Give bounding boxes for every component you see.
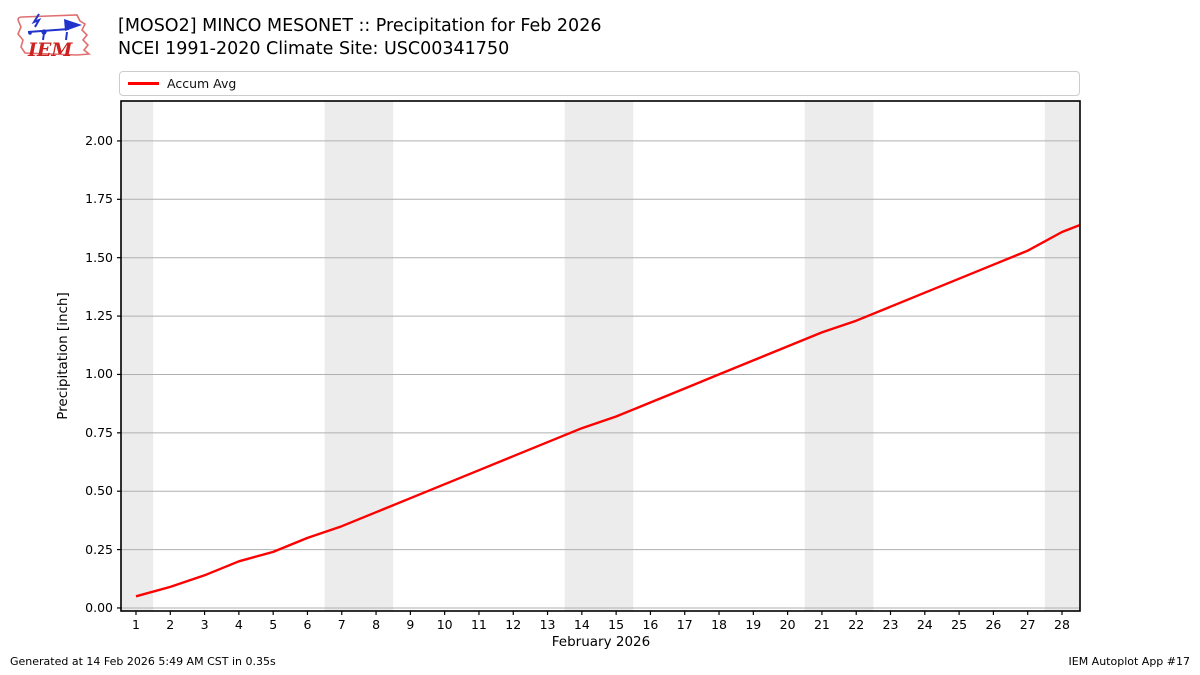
x-tick-label: 26 bbox=[985, 617, 1002, 632]
footer-app-text: IEM Autoplot App #17 bbox=[1068, 655, 1191, 668]
x-tick-label: 17 bbox=[676, 617, 693, 632]
weekend-band bbox=[564, 101, 634, 611]
y-tick-label: 1.00 bbox=[85, 366, 113, 382]
title-block: [MOSO2] MINCO MESONET :: Precipitation f… bbox=[118, 15, 601, 61]
x-tick-label: 15 bbox=[608, 617, 625, 632]
logo-text: IEM bbox=[27, 39, 73, 61]
x-tick-label: 20 bbox=[779, 617, 796, 632]
y-tick-label: 0.75 bbox=[85, 424, 113, 440]
accum-avg-line bbox=[135, 223, 1080, 598]
x-tick-label: 19 bbox=[745, 617, 762, 632]
y-tick-label: 0.25 bbox=[85, 541, 113, 557]
x-tick-label: 6 bbox=[303, 617, 312, 632]
x-tick-label: 9 bbox=[406, 617, 415, 632]
weekend-band bbox=[804, 101, 874, 611]
chart-title: [MOSO2] MINCO MESONET :: Precipitation f… bbox=[118, 16, 602, 36]
legend-label: Accum Avg bbox=[167, 76, 237, 91]
x-tick-label: 10 bbox=[436, 617, 453, 632]
x-tick-label: 25 bbox=[951, 617, 968, 632]
x-tick-label: 14 bbox=[573, 617, 590, 632]
weekend-band bbox=[1044, 101, 1080, 611]
x-tick-label: 11 bbox=[470, 617, 487, 632]
precip-chart-plot bbox=[117, 100, 1081, 615]
x-tick-label: 18 bbox=[711, 617, 727, 632]
y-tick-label: 1.50 bbox=[85, 249, 113, 265]
y-tick-label: 0.50 bbox=[85, 483, 113, 499]
legend: Accum Avg bbox=[119, 71, 1080, 96]
x-tick-label: 21 bbox=[813, 617, 830, 632]
x-tick-label: 2 bbox=[166, 617, 175, 632]
y-tick-label: 2.00 bbox=[85, 132, 113, 148]
weekend-band bbox=[324, 101, 394, 611]
x-tick-label: 23 bbox=[882, 617, 899, 632]
y-tick-label: 1.75 bbox=[85, 191, 113, 207]
x-tick-label: 7 bbox=[337, 617, 346, 632]
footer-generated-text: Generated at 14 Feb 2026 5:49 AM CST in … bbox=[10, 655, 276, 668]
legend-line-swatch bbox=[128, 82, 159, 85]
x-tick-label: 27 bbox=[1019, 617, 1036, 632]
x-tick-label: 5 bbox=[269, 617, 278, 632]
x-tick-label: 22 bbox=[848, 617, 865, 632]
y-tick-label: 1.25 bbox=[85, 308, 113, 324]
iem-logo: IEM bbox=[17, 13, 92, 61]
chart-subtitle: NCEI 1991-2020 Climate Site: USC00341750 bbox=[118, 39, 510, 59]
x-tick-label: 16 bbox=[642, 617, 659, 632]
y-tick-label: 0.00 bbox=[85, 599, 113, 615]
y-axis-label: Precipitation [inch] bbox=[55, 292, 71, 420]
x-tick-label: 13 bbox=[539, 617, 556, 632]
x-tick-label: 3 bbox=[200, 617, 209, 632]
x-axis-label: February 2026 bbox=[551, 634, 651, 650]
x-tick-label: 8 bbox=[372, 617, 381, 632]
x-tick-label: 28 bbox=[1054, 617, 1070, 632]
weekend-band bbox=[121, 101, 154, 611]
x-tick-label: 4 bbox=[234, 617, 243, 632]
x-tick-label: 1 bbox=[132, 617, 140, 632]
x-tick-label: 12 bbox=[505, 617, 522, 632]
plot-border bbox=[120, 100, 1081, 612]
weather-vane-icon bbox=[27, 13, 82, 41]
x-tick-label: 24 bbox=[916, 617, 933, 632]
